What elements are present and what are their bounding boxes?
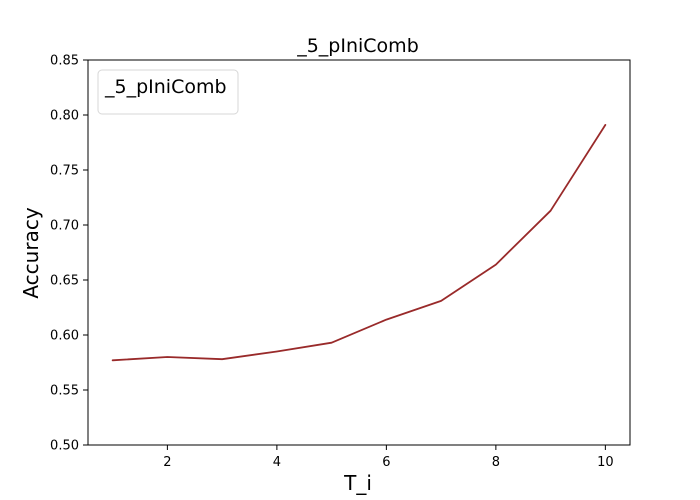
axes-frame <box>87 59 631 446</box>
plot-area: 2 4 6 8 10 0.50 0.55 0.60 0.65 0.70 0.75 0.80 0.85 _5… <box>50 54 631 470</box>
x-tick-label: 2 <box>163 455 171 470</box>
chart-title: _5_pIniComb <box>296 35 419 57</box>
y-tick-label: 0.50 <box>50 439 79 454</box>
x-tick-label: 8 <box>492 455 500 470</box>
legend-label: _5_pIniComb <box>104 76 227 98</box>
legend-box <box>97 69 239 115</box>
y-tick-label: 0.85 <box>50 54 79 69</box>
x-tick-label: 6 <box>382 455 390 470</box>
x-tick-label: 10 <box>597 455 614 470</box>
series-line <box>111 124 607 362</box>
y-tick-label: 0.60 <box>50 329 79 344</box>
y-axis-label: Accuracy <box>19 207 43 298</box>
y-tick-label: 0.75 <box>50 164 79 179</box>
y-tick-label: 0.65 <box>50 274 79 289</box>
legend: _5_pIniComb <box>97 69 239 115</box>
y-tick-label: 0.55 <box>50 384 79 399</box>
y-tick-label: 0.80 <box>50 109 79 124</box>
x-tick-label: 4 <box>273 455 281 470</box>
y-tick-label: 0.70 <box>50 219 79 234</box>
x-axis-label: T_i <box>343 471 372 495</box>
